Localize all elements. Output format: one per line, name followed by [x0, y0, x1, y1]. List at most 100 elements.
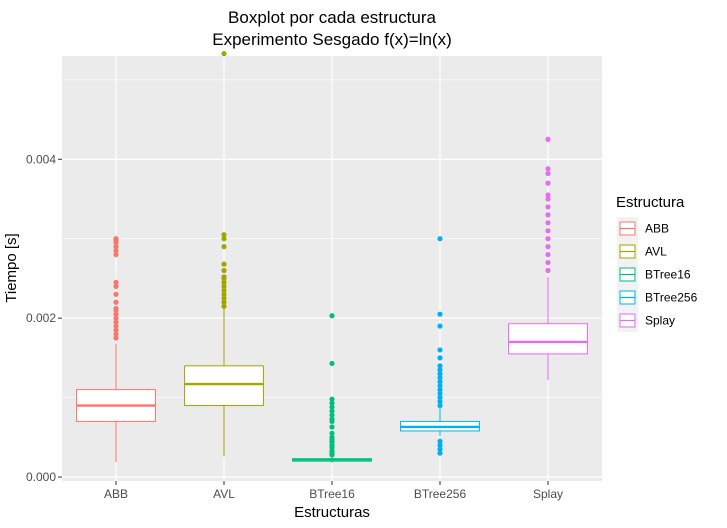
outlier-point: [437, 375, 443, 381]
outlier-point: [113, 311, 119, 317]
y-tick-label: 0.002: [26, 311, 56, 325]
outlier-point: [329, 400, 335, 406]
x-tick-label-avl: AVL: [213, 487, 235, 501]
outlier-point: [437, 367, 443, 373]
legend: Estructura ABB AVL BTree16 BTree256 Splay: [616, 194, 698, 332]
outlier-point: [437, 236, 443, 242]
outlier-point: [545, 136, 551, 143]
outlier-point: [113, 323, 119, 329]
outlier-point: [437, 391, 443, 397]
outlier-point: [329, 396, 335, 402]
x-axis-title: Estructuras: [294, 504, 370, 521]
y-tick-label: 0.000: [26, 470, 56, 484]
outlier-point: [437, 387, 443, 393]
outlier-point: [329, 424, 335, 430]
outlier-point: [113, 291, 119, 297]
outlier-point: [329, 360, 335, 367]
legend-title: Estructura: [616, 194, 685, 211]
outlier-point: [437, 394, 443, 401]
outlier-point: [437, 383, 443, 389]
outlier-point: [437, 379, 443, 385]
x-tick-label-splay: Splay: [533, 487, 563, 501]
legend-label: AVL: [645, 245, 667, 259]
outlier-point: [221, 244, 227, 250]
outlier-point: [113, 307, 119, 313]
y-axis-title: Tiempo [s]: [3, 233, 20, 302]
box-group-splay: [508, 136, 588, 381]
chart-title-line-1: Boxplot por cada estructura: [228, 8, 436, 27]
outlier-point: [437, 355, 443, 361]
legend-item-splay: Splay: [617, 309, 675, 332]
outlier-point: [545, 170, 551, 177]
outlier-point: [437, 371, 443, 377]
x-axis: ABB AVL BTree16 BTree256 Splay: [104, 481, 563, 501]
outlier-point: [545, 244, 551, 250]
outlier-point: [221, 51, 227, 57]
x-tick-label-btree16: BTree16: [309, 487, 355, 501]
outlier-point: [437, 323, 443, 329]
outlier-point: [221, 275, 227, 282]
box-group-btree256: [400, 236, 480, 456]
outlier-point: [221, 287, 227, 293]
outlier-point: [221, 283, 227, 289]
outlier-point: [545, 196, 551, 202]
outlier-point: [545, 251, 551, 258]
outlier-point: [113, 335, 119, 341]
outlier-point: [329, 408, 335, 414]
outlier-point: [437, 398, 443, 405]
legend-label: BTree256: [645, 291, 698, 305]
outlier-point: [329, 418, 335, 425]
outlier-point: [437, 347, 443, 353]
legend-item-btree16: BTree16: [617, 263, 691, 286]
outlier-point: [113, 251, 119, 258]
outlier-point: [329, 404, 335, 410]
legend-label: Splay: [645, 314, 675, 328]
outlier-point: [113, 319, 119, 325]
outlier-point: [545, 180, 551, 186]
y-axis: 0.000 0.002 0.004: [26, 152, 62, 484]
outlier-point: [113, 327, 119, 333]
box-group-btree16: [292, 313, 372, 463]
outlier-point: [545, 259, 551, 266]
outlier-point: [113, 299, 119, 305]
outlier-point: [329, 313, 335, 319]
outlier-point: [437, 442, 443, 448]
outlier-point: [113, 244, 119, 250]
outlier-point: [221, 299, 227, 305]
outlier-point: [329, 452, 335, 458]
outlier-point: [113, 279, 119, 286]
box-group-avl: [184, 51, 264, 457]
legend-label: BTree16: [645, 268, 691, 282]
outlier-point: [329, 430, 335, 436]
outlier-point: [437, 446, 443, 452]
iqr-box: [508, 323, 588, 355]
boxes-layer: [76, 51, 588, 463]
outlier-point: [437, 311, 443, 317]
x-tick-label-abb: ABB: [104, 487, 128, 501]
outlier-point: [221, 261, 227, 267]
x-tick-label-btree256: BTree256: [414, 487, 467, 501]
outlier-point: [545, 228, 551, 234]
outlier-point: [437, 402, 443, 409]
legend-item-btree256: BTree256: [617, 286, 698, 309]
iqr-box: [184, 365, 264, 407]
outlier-point: [113, 240, 119, 246]
outlier-point: [329, 412, 335, 418]
outlier-point: [113, 283, 119, 289]
outlier-point: [545, 204, 551, 210]
box-group-abb: [76, 236, 156, 462]
outlier-point: [113, 315, 119, 321]
y-tick-label: 0.004: [26, 152, 56, 166]
outlier-point: [221, 232, 227, 238]
outlier-point: [545, 166, 551, 172]
legend-item-avl: AVL: [617, 240, 667, 263]
outlier-point: [113, 248, 119, 254]
outlier-point: [545, 212, 551, 218]
outlier-point: [221, 267, 227, 274]
outlier-point: [221, 291, 227, 297]
outlier-point: [221, 303, 227, 309]
outlier-point: [221, 279, 227, 286]
outlier-point: [221, 236, 227, 242]
outlier-point: [221, 295, 227, 301]
outlier-point: [437, 450, 443, 456]
